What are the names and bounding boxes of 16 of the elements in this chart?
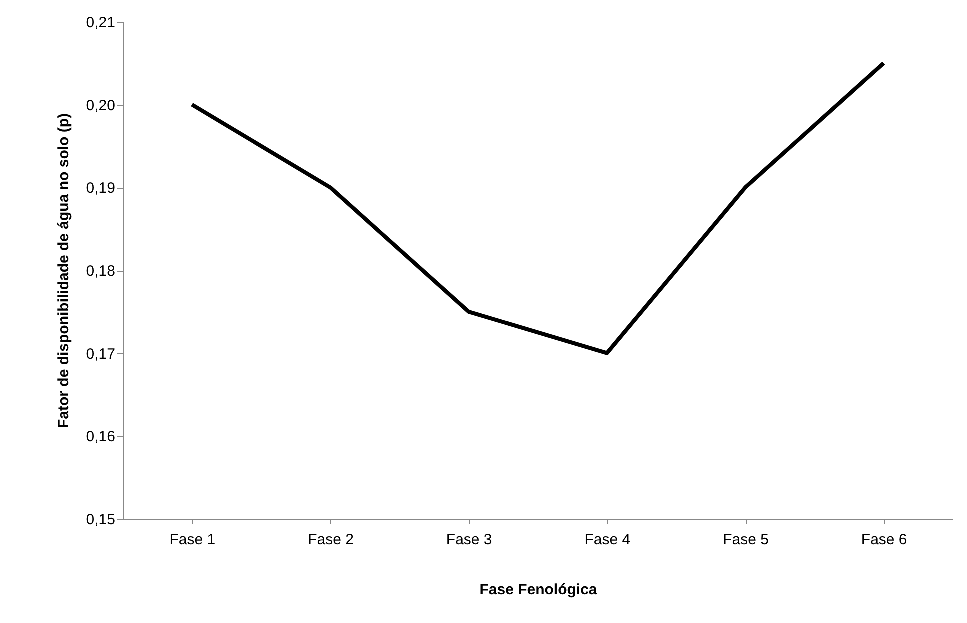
x-tick-label: Fase 1	[170, 532, 216, 548]
y-tick-label: 0,16	[86, 428, 116, 446]
x-axis-title: Fase Fenológica	[480, 582, 598, 598]
y-axis-title: Fator de disponibilidade de água no solo (p)	[55, 113, 72, 429]
x-tick-label: Fase 6	[861, 532, 908, 548]
x-tick-label: Fase 4	[584, 532, 631, 548]
y-tick-label: 0,15	[86, 512, 116, 528]
x-tick-label: Fase 3	[446, 532, 492, 548]
y-tick-label: 0,19	[86, 180, 116, 198]
y-tick-label: 0,21	[86, 14, 116, 32]
y-tick-label: 0,18	[86, 263, 116, 280]
x-tick-label: Fase 2	[308, 532, 354, 548]
y-tick-label: 0,20	[86, 97, 116, 114]
x-tick-label: Fase 5	[723, 532, 769, 548]
line-series	[190, 61, 886, 356]
y-tick-label: 0,17	[86, 346, 116, 363]
